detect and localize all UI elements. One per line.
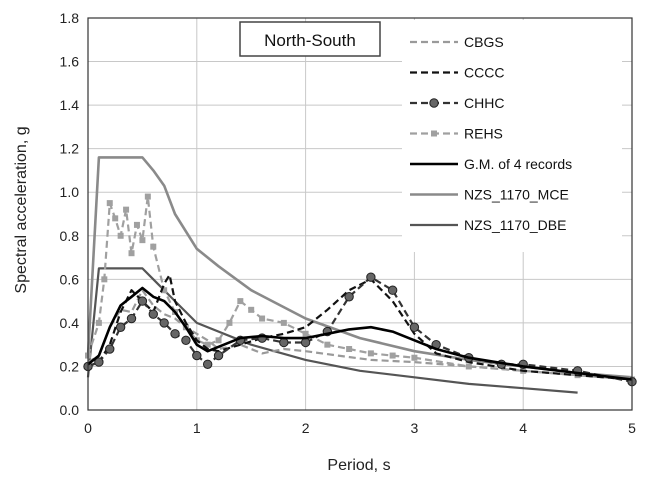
data-point — [112, 215, 119, 222]
data-point — [170, 329, 180, 339]
annotation-box: North-South — [239, 21, 381, 57]
data-point — [94, 357, 104, 367]
legend-label: CCCC — [464, 65, 504, 81]
data-point — [159, 318, 169, 328]
series-cbgs — [87, 289, 633, 381]
data-point — [389, 352, 396, 359]
data-point — [192, 350, 202, 361]
series-line-cbgs — [87, 289, 633, 381]
data-point — [259, 315, 266, 322]
y-tick-label: 1.2 — [60, 141, 80, 157]
series-line-cccc — [87, 273, 633, 381]
series-cccc — [87, 273, 633, 381]
x-axis-label: Period, s — [327, 457, 390, 474]
legend-label: NZS_1170_DBE — [464, 217, 566, 233]
legend-item-cccc: CCCC — [410, 65, 504, 81]
data-point — [324, 341, 331, 348]
data-point — [101, 276, 108, 283]
series-line-rehs — [86, 195, 633, 381]
data-point — [346, 346, 353, 353]
legend-label: NZS_1170_MCE — [464, 187, 569, 203]
data-point — [237, 298, 244, 305]
data-point — [105, 344, 115, 354]
data-point — [115, 322, 126, 332]
data-point — [148, 309, 158, 319]
data-point — [144, 193, 151, 200]
data-point — [411, 354, 418, 361]
x-tick-label: 0 — [84, 420, 92, 436]
y-axis-label: Spectral acceleration, g — [13, 126, 30, 293]
x-tick-label: 5 — [628, 420, 636, 436]
data-point — [279, 337, 289, 348]
legend-label: REHS — [464, 126, 503, 142]
data-point — [465, 363, 472, 370]
data-point — [204, 341, 211, 348]
y-tick-label: 0.2 — [60, 358, 80, 374]
legend-item-rehs: REHS — [410, 126, 503, 142]
data-point — [344, 292, 354, 302]
data-point — [128, 250, 135, 257]
x-tick-label: 3 — [411, 420, 419, 436]
data-point — [367, 350, 374, 357]
x-tick-labels: 0 1 2 3 4 5 — [84, 420, 636, 436]
data-point — [106, 200, 113, 207]
legend-marker — [429, 98, 439, 108]
y-tick-label: 0.6 — [60, 271, 80, 287]
series-line-g-m-of-4-records — [87, 286, 633, 381]
legend-background — [402, 20, 622, 252]
legend-item-chhc: CHHC — [410, 95, 504, 111]
y-tick-label: 0.4 — [60, 315, 80, 331]
data-point — [95, 319, 102, 326]
data-point — [150, 243, 157, 250]
data-point — [181, 335, 191, 346]
y-tick-label: 0.0 — [60, 402, 80, 418]
y-tick-label: 1.6 — [60, 54, 80, 70]
legend: CBGS CCCC CHHC REHS G.M. of 4 records NZS_117… — [402, 20, 622, 252]
legend-label: G.M. of 4 records — [464, 156, 572, 172]
legend-label: CBGS — [464, 34, 504, 50]
series-line-chhc — [87, 276, 633, 383]
plot-area-border — [87, 17, 633, 411]
y-tick-label: 1.0 — [60, 184, 80, 200]
data-point — [117, 232, 124, 239]
data-series — [83, 156, 637, 394]
data-point — [126, 313, 137, 324]
data-point — [202, 359, 213, 369]
legend-item-nzs-1170-dbe: NZS_1170_DBE — [410, 217, 566, 233]
series-nzs-1170-dbe — [86, 267, 578, 394]
data-point — [302, 330, 309, 337]
data-point — [215, 337, 222, 344]
plot-frame — [87, 17, 633, 411]
data-point — [300, 337, 311, 348]
y-tick-label: 1.4 — [60, 97, 80, 113]
y-tick-label: 1.8 — [60, 10, 80, 26]
data-point — [137, 296, 148, 306]
x-tick-label: 4 — [519, 420, 527, 436]
legend-item-g-m-of-4-records: G.M. of 4 records — [410, 156, 572, 172]
data-point — [248, 306, 255, 313]
x-tick-label: 1 — [193, 420, 201, 436]
data-point — [226, 319, 233, 326]
data-point — [280, 319, 287, 326]
series-line-nzs-1170-dbe — [86, 267, 578, 394]
data-point — [387, 285, 398, 295]
data-point — [161, 287, 168, 294]
legend-item-nzs-1170-mce: NZS_1170_MCE — [410, 187, 569, 203]
series-g-m-of-4-records — [87, 286, 633, 381]
data-point — [213, 350, 224, 361]
data-point — [133, 221, 140, 228]
y-tick-labels: 0.0 0.2 0.4 0.6 0.8 1.0 1.2 1.4 1.6 1.8 — [60, 10, 80, 418]
data-point — [366, 272, 376, 282]
annotation-text: North-South — [264, 31, 356, 50]
legend-label: CHHC — [464, 95, 504, 111]
data-point — [139, 237, 146, 244]
y-tick-label: 0.8 — [60, 228, 80, 244]
data-point — [123, 206, 130, 213]
x-tick-label: 2 — [302, 420, 310, 436]
legend-marker — [431, 130, 437, 137]
data-point — [409, 322, 420, 332]
legend-item-cbgs: CBGS — [410, 34, 504, 50]
